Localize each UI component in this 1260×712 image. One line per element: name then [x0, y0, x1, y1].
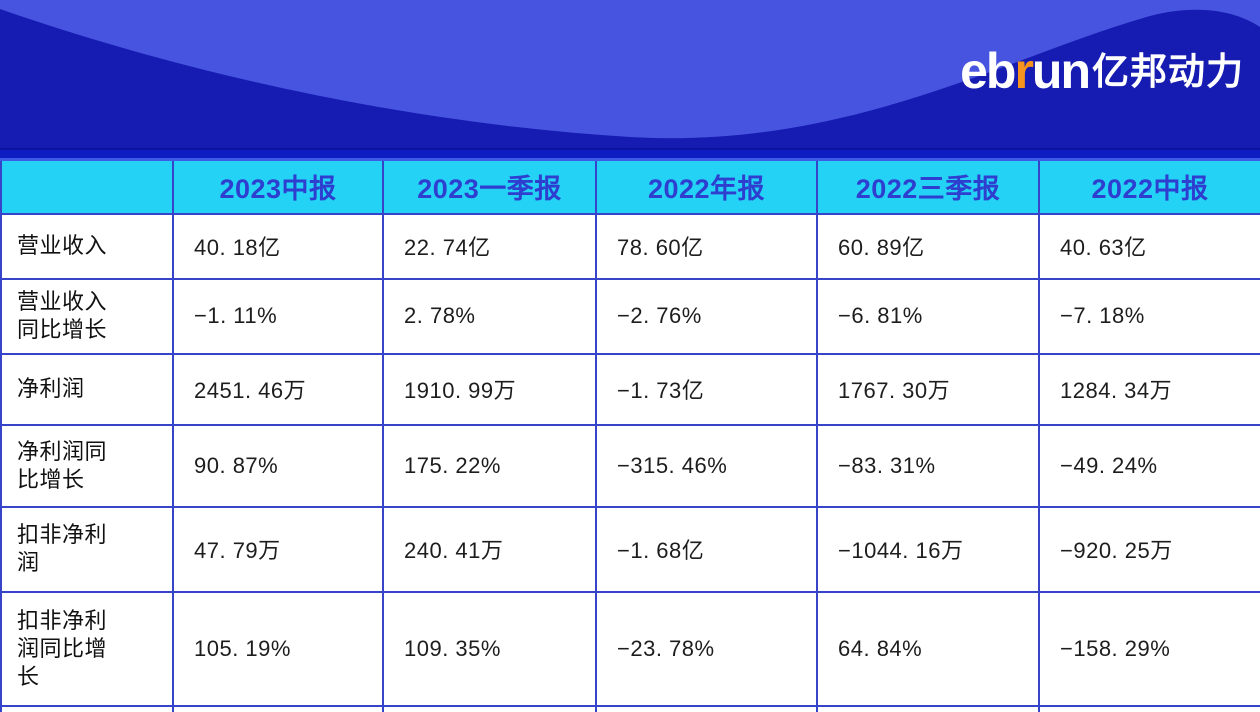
cell-empty: [816, 704, 1040, 712]
cell-value: 2451. 46万: [172, 352, 384, 426]
wave-background: [0, 0, 1260, 148]
cell-value: 109. 35%: [382, 590, 597, 707]
table-row-adjusted-net-profit-yoy: 扣非净利润同比增长 105. 19% 109. 35% −23. 78% 64.…: [0, 590, 1260, 707]
table-row-revenue: 营业收入 40. 18亿 22. 74亿 78. 60亿 60. 89亿 40.…: [0, 212, 1260, 280]
cell-value: 40. 63亿: [1038, 212, 1260, 280]
row-label: 营业收入: [0, 212, 174, 280]
table-row-adjusted-net-profit: 扣非净利润 47. 79万 240. 41万 −1. 68亿 −1044. 16…: [0, 505, 1260, 593]
table-row-revenue-yoy: 营业收入同比增长 −1. 11% 2. 78% −2. 76% −6. 81% …: [0, 277, 1260, 355]
cell-value: 175. 22%: [382, 423, 597, 508]
cell-value: 47. 79万: [172, 505, 384, 593]
cell-value: −2. 76%: [595, 277, 818, 355]
table-row-net-profit-yoy: 净利润同比增长 90. 87% 175. 22% −315. 46% −83. …: [0, 423, 1260, 508]
row-label: 扣非净利润: [0, 505, 174, 593]
column-header-2023-q1: 2023一季报: [382, 158, 597, 215]
header-row: 2023中报 2023一季报 2022年报 2022三季报 2022中报: [0, 158, 1260, 215]
ebrun-logo-eb: eb: [960, 43, 1016, 99]
ebrun-logo: ebrun 亿邦动力: [960, 46, 1244, 96]
ebrun-logo-r: r: [1014, 43, 1034, 99]
cell-value: −83. 31%: [816, 423, 1040, 508]
cell-value: 40. 18亿: [172, 212, 384, 280]
cell-empty: [382, 704, 597, 712]
cell-value: 64. 84%: [816, 590, 1040, 707]
cell-value: 60. 89亿: [816, 212, 1040, 280]
cell-value: −1. 73亿: [595, 352, 818, 426]
cell-value: −23. 78%: [595, 590, 818, 707]
cell-value: 1284. 34万: [1038, 352, 1260, 426]
table-row-partial-cutoff: [0, 704, 1260, 712]
corner-empty-cell: [0, 158, 174, 215]
table-row-net-profit: 净利润 2451. 46万 1910. 99万 −1. 73亿 1767. 30…: [0, 352, 1260, 426]
cell-value: −315. 46%: [595, 423, 818, 508]
cell-empty: [0, 704, 174, 712]
column-header-2022-q3: 2022三季报: [816, 158, 1040, 215]
cell-value: −7. 18%: [1038, 277, 1260, 355]
cell-empty: [595, 704, 818, 712]
cell-value: 1910. 99万: [382, 352, 597, 426]
cell-value: −1. 11%: [172, 277, 384, 355]
cell-value: −920. 25万: [1038, 505, 1260, 593]
column-header-2022-annual: 2022年报: [595, 158, 818, 215]
cell-value: 78. 60亿: [595, 212, 818, 280]
ebrun-logo-un: un: [1031, 43, 1091, 99]
cell-value: 240. 41万: [382, 505, 597, 593]
cell-empty: [172, 704, 384, 712]
row-label: 净利润: [0, 352, 174, 426]
column-header-2022-interim: 2022中报: [1038, 158, 1260, 215]
cell-value: −158. 29%: [1038, 590, 1260, 707]
cell-empty: [1038, 704, 1260, 712]
cell-value: −49. 24%: [1038, 423, 1260, 508]
cell-value: 22. 74亿: [382, 212, 597, 280]
cell-value: 90. 87%: [172, 423, 384, 508]
cell-value: 2. 78%: [382, 277, 597, 355]
brand-banner: ebrun 亿邦动力: [0, 0, 1260, 148]
ebrun-logo-chinese: 亿邦动力: [1092, 50, 1244, 92]
cell-value: −6. 81%: [816, 277, 1040, 355]
ebrun-logo-latin: ebrun: [960, 43, 1091, 99]
column-header-2023-interim: 2023中报: [172, 158, 384, 215]
row-label: 营业收入同比增长: [0, 277, 174, 355]
cell-value: −1. 68亿: [595, 505, 818, 593]
cell-value: −1044. 16万: [816, 505, 1040, 593]
cell-value: 1767. 30万: [816, 352, 1040, 426]
banner-table-divider: [0, 148, 1260, 158]
row-label: 净利润同比增长: [0, 423, 174, 508]
financial-report-table: 2023中报 2023一季报 2022年报 2022三季报 2022中报 营业收…: [0, 158, 1260, 712]
cell-value: 105. 19%: [172, 590, 384, 707]
row-label: 扣非净利润同比增长: [0, 590, 174, 707]
